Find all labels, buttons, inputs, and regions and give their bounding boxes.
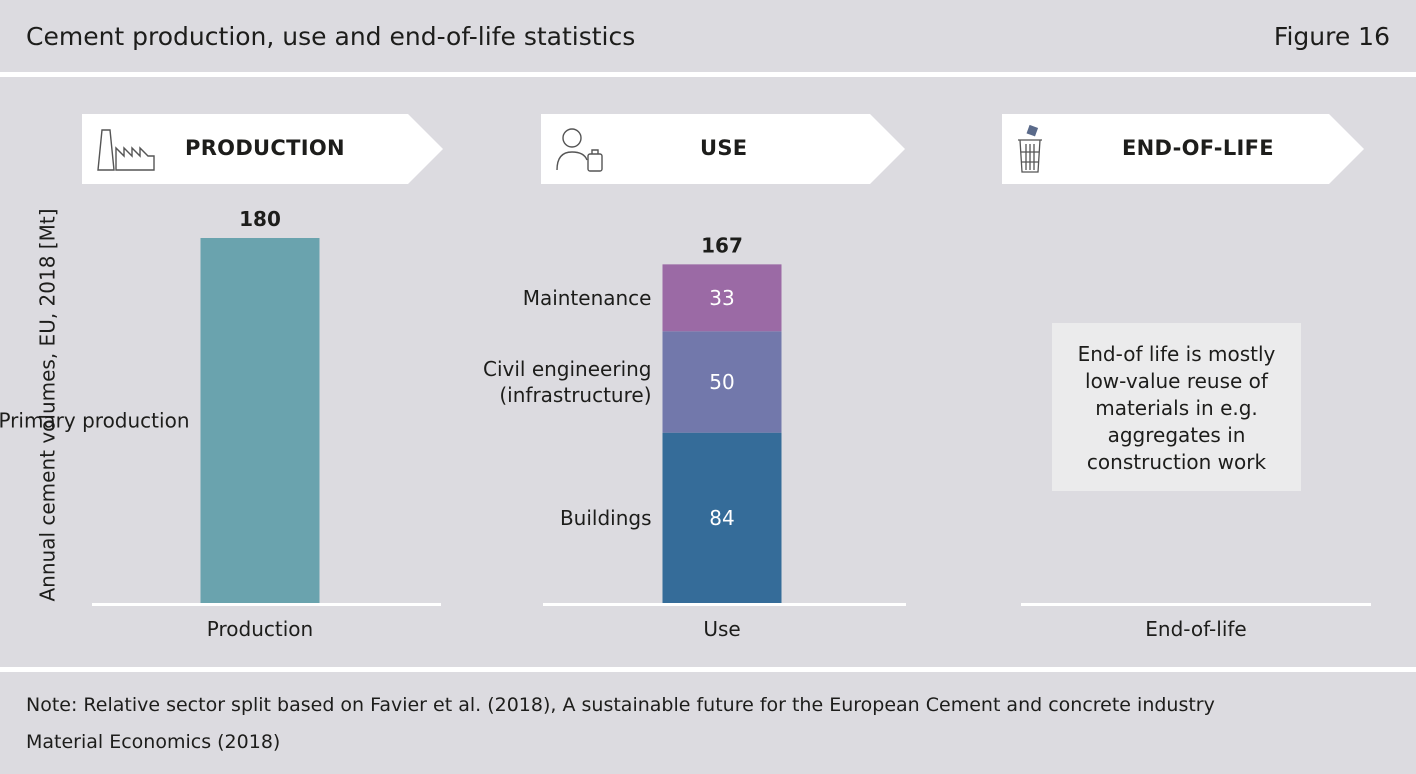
end-of-life-annotation: End-of life is mostly low-value reuse of… [1052,323,1301,491]
stage-label: PRODUCTION [185,136,345,160]
figure-number: Figure 16 [1273,22,1390,51]
bar-total-label: 180 [239,207,281,231]
stage-use: USE [541,114,906,184]
factory-icon [97,129,155,171]
bar-segment [662,264,782,332]
segment-value-label: 84 [709,506,734,530]
x-axis-line [543,603,906,606]
top-divider [0,72,1416,77]
segment-value-label: 33 [709,286,734,310]
bottom-divider [0,667,1416,672]
segment-value-label: 50 [709,370,734,394]
source-note: Note: Relative sector split based on Fav… [26,694,1215,716]
bar-total-label: 167 [701,233,743,257]
stage-production: PRODUCTION [82,114,444,184]
x-tick-label: Production [207,617,313,641]
segment-name-label: Primary production [0,409,190,433]
header: Cement production, use and end-of-life s… [0,0,1416,74]
trash-bin-icon [1018,124,1042,173]
bar-segment [200,238,320,603]
segment-name-label: Maintenance [523,286,652,310]
stage-end-of-life: END-OF-LIFE [1002,114,1365,184]
bar-segment [662,432,782,603]
source-credit: Material Economics (2018) [26,731,281,753]
person-bag-icon [556,128,603,172]
segment-name-label: Buildings [560,506,652,530]
segment-name-label: Civil engineering [483,357,652,381]
chart-title: Cement production, use and end-of-life s… [26,22,636,51]
bar-segment [662,331,782,433]
stage-label: END-OF-LIFE [1122,136,1274,160]
x-tick-label: End-of-life [1145,617,1246,641]
segment-name-label: (infrastructure) [499,383,651,407]
x-axis-line [1021,603,1371,606]
stage-label: USE [700,136,748,160]
x-axis-line [92,603,441,606]
x-tick-label: Use [703,617,740,641]
